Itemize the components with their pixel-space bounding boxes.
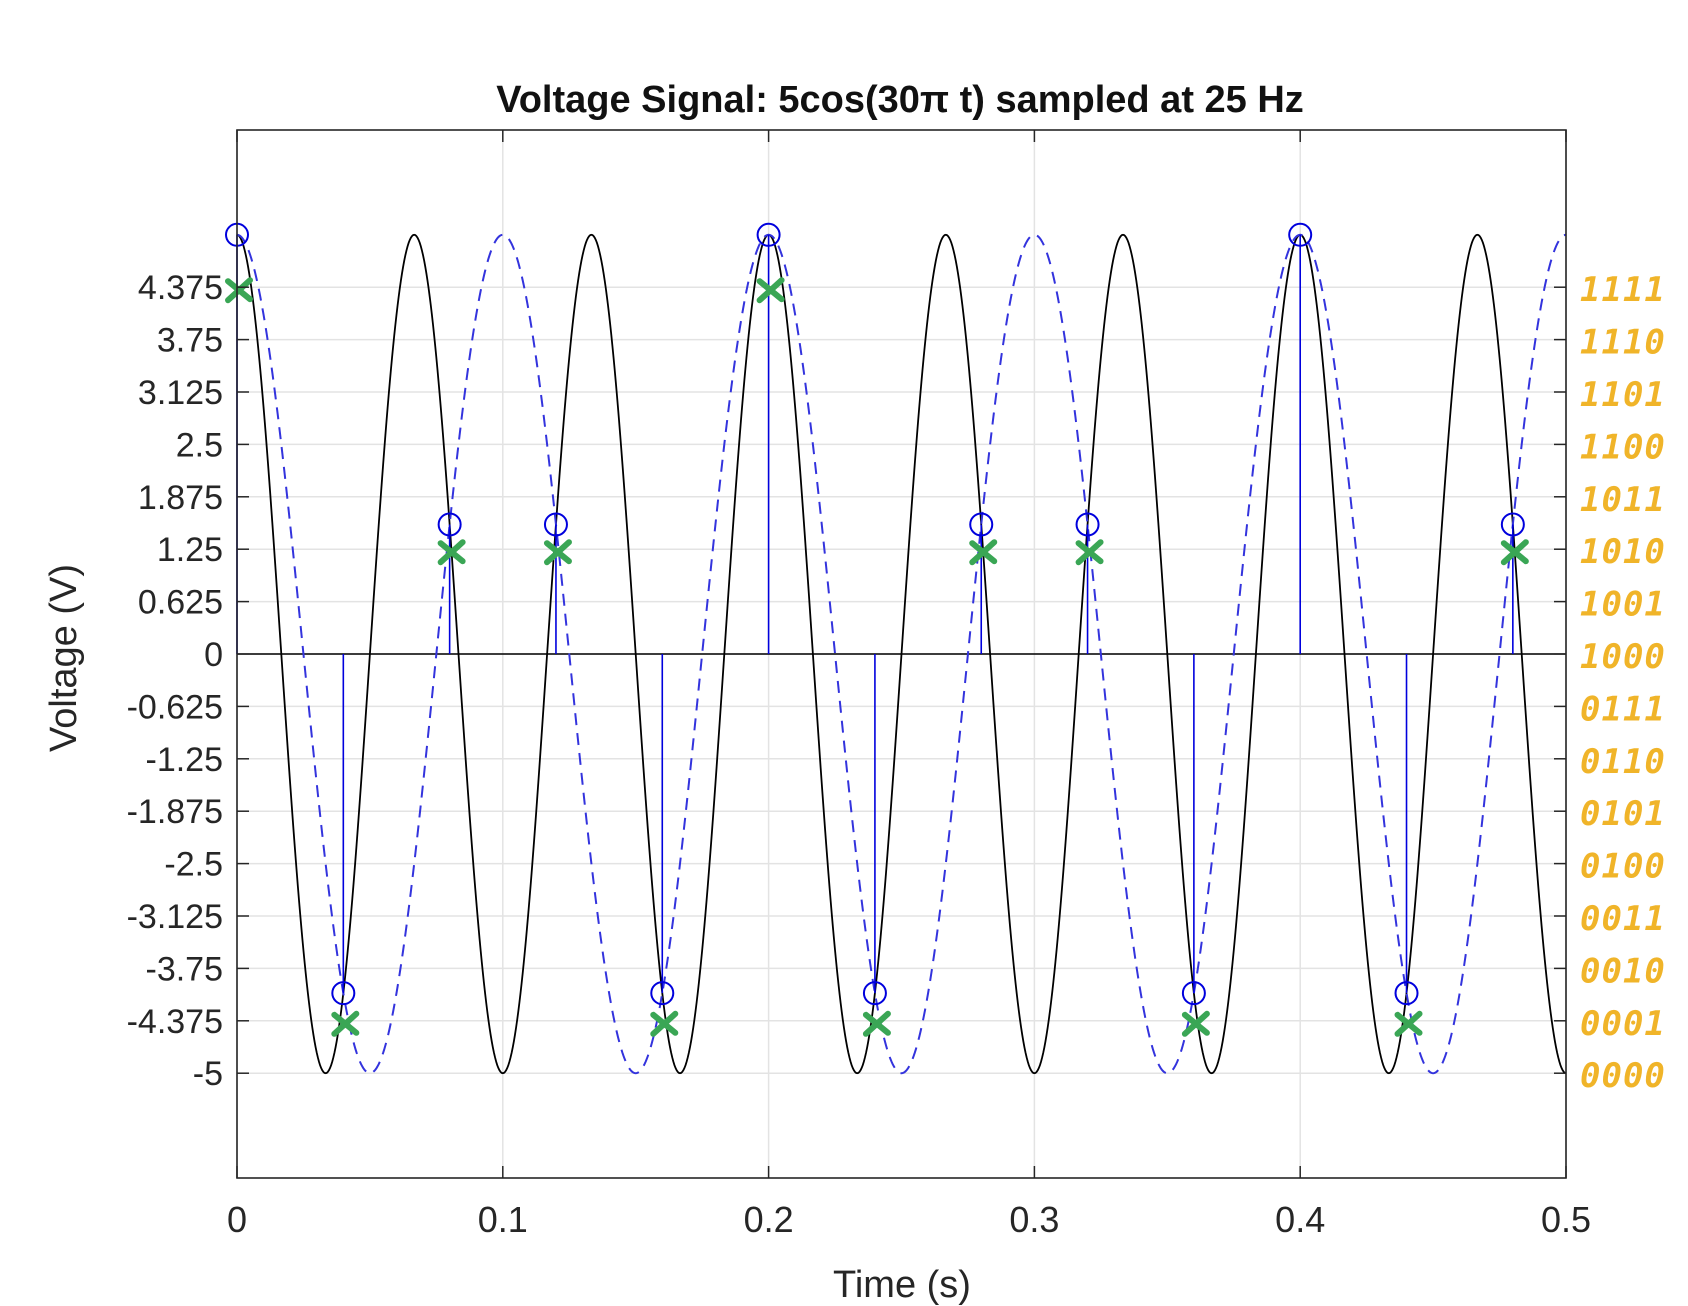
sample-marker	[1394, 981, 1419, 1006]
x-tick-label: 0	[227, 1199, 247, 1240]
y-tick-label: 4.375	[138, 269, 223, 307]
y-tick-label: 3.125	[138, 374, 223, 412]
sample-marker	[756, 222, 781, 247]
x-tick-label: 0.3	[1009, 1199, 1059, 1240]
y-tick-label: 0	[204, 636, 223, 674]
y-axis-label: Voltage (V)	[43, 564, 85, 752]
sample-marker	[1181, 981, 1206, 1006]
x-tick-label: 0.1	[478, 1199, 528, 1240]
quantized-x-mark	[1500, 539, 1529, 566]
y-tick-label: -1.875	[127, 793, 223, 831]
quantized-x-mark	[543, 539, 572, 566]
y-tick-label: 2.5	[176, 426, 223, 464]
binary-code-label: 1001	[1580, 585, 1666, 625]
binary-code-label: 1111	[1580, 270, 1666, 310]
alias-10hz-dashed-curve	[237, 233, 1566, 1075]
x-tick-label: 0.4	[1275, 1199, 1325, 1240]
quantized-x-mark	[862, 1010, 891, 1037]
sample-marker	[650, 981, 675, 1006]
sample-marker	[862, 981, 887, 1006]
binary-code-label: 0111	[1580, 689, 1666, 729]
axes	[236, 129, 1567, 1179]
quantized-x-mark	[437, 539, 466, 566]
x-axis-label: Time (s)	[833, 1264, 971, 1306]
binary-code-label: 1110	[1580, 323, 1666, 363]
quantized-x-mark	[969, 539, 998, 566]
sample-marker	[1288, 222, 1313, 247]
binary-code-label: 0010	[1580, 951, 1666, 991]
quantized-x-mark	[1181, 1010, 1210, 1037]
y-tick-label: 3.75	[157, 322, 223, 360]
binary-code-label: 0110	[1580, 742, 1666, 782]
plot-area	[225, 222, 1566, 1075]
y-tick-label: -0.625	[127, 688, 223, 726]
x-tick-label: 0.2	[744, 1199, 794, 1240]
y-tick-label: 1.25	[157, 531, 223, 569]
quantization-code-annotations: 1111 1110 1101 1100 1011 1010 1001 1000 0111 0110…	[1580, 270, 1666, 1096]
y-tick-label: -5	[193, 1055, 223, 1093]
signal-15hz-curve	[237, 233, 1566, 1075]
x-tick-label: 0.5	[1541, 1199, 1591, 1240]
binary-code-label: 0101	[1580, 794, 1666, 834]
y-tick-label: -3.125	[127, 898, 223, 936]
binary-code-label: 1100	[1580, 427, 1666, 467]
sample-marker	[1075, 512, 1100, 537]
sample-marker	[331, 981, 356, 1006]
binary-code-label: 1101	[1580, 375, 1666, 415]
sample-marker	[1500, 512, 1525, 537]
sample-marker	[543, 512, 568, 537]
quantized-x-mark	[756, 277, 785, 304]
binary-code-label: 1010	[1580, 532, 1666, 572]
binary-code-label: 0011	[1580, 899, 1666, 939]
binary-code-label: 0100	[1580, 847, 1666, 887]
quantized-x-mark	[1394, 1010, 1423, 1037]
quantized-x-mark	[225, 277, 253, 304]
binary-code-label: 0000	[1580, 1056, 1666, 1096]
binary-code-label: 1011	[1580, 480, 1666, 520]
binary-code-label: 0001	[1580, 1004, 1666, 1044]
y-tick-label: -4.375	[127, 1003, 223, 1041]
y-tick-label: 1.875	[138, 479, 223, 517]
y-tick-label: -3.75	[146, 950, 224, 988]
quantized-x-mark	[331, 1010, 360, 1037]
quantized-x-mark	[1075, 539, 1104, 566]
chart-title: Voltage Signal: 5cos(30π t) sampled at 2…	[496, 79, 1304, 121]
y-tick-label: -2.5	[164, 846, 223, 884]
sample-marker	[437, 512, 462, 537]
binary-code-label: 1000	[1580, 637, 1666, 677]
y-tick-label: 0.625	[138, 584, 223, 622]
quantized-x-mark	[650, 1010, 679, 1037]
tick-labels: 0 0.1 0.2 0.3 0.4 0.5 -5 -4.375 -3.75 -3.125 -2.5 -…	[127, 269, 1591, 1240]
y-tick-label: -1.25	[146, 741, 224, 779]
sample-marker	[969, 512, 994, 537]
